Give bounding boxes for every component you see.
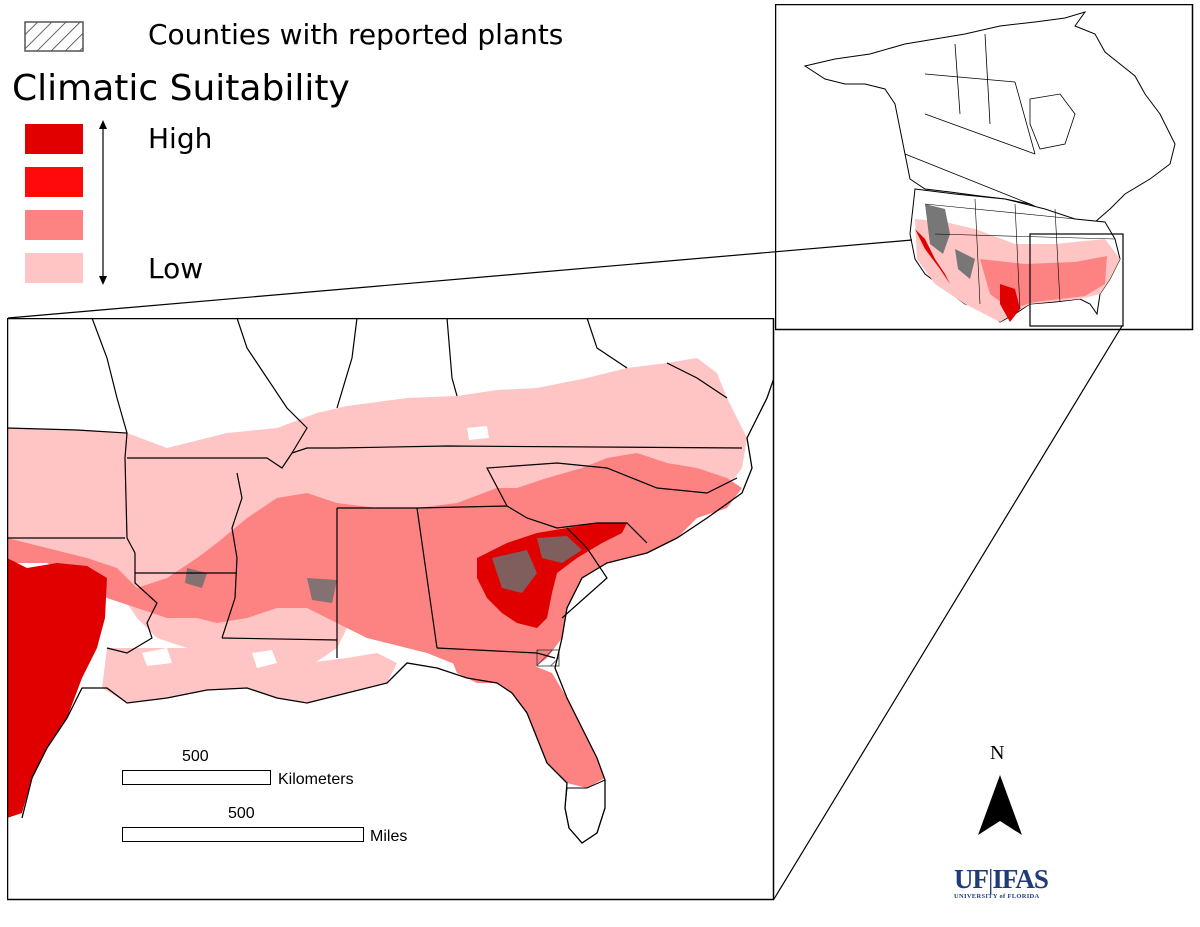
swatch-low — [25, 253, 83, 283]
inset-extent-box — [1029, 233, 1124, 327]
swatch-mid-high — [25, 167, 83, 197]
north-label: N — [990, 742, 1005, 764]
scale-bar-km — [122, 770, 271, 785]
high-label: High — [148, 122, 213, 155]
scale-mi-value: 500 — [228, 805, 255, 822]
hatch-swatch — [24, 21, 84, 52]
logo-uf: UF — [954, 864, 989, 894]
main-map — [7, 318, 775, 901]
gradient-arrow-icon — [99, 120, 107, 285]
logo-subtitle: UNIVERSITY of FLORIDA — [954, 893, 1040, 900]
ufifas-logo: UF|IFAS UNIVERSITY of FLORIDA — [954, 866, 1054, 901]
swatch-mid-low — [25, 210, 83, 240]
region-mid-low — [7, 453, 742, 683]
logo-ifas: IFAS — [992, 864, 1049, 894]
scale-bar-mi — [122, 827, 364, 842]
scale-mi-unit: Miles — [370, 828, 408, 845]
region-high-georgia — [477, 523, 627, 628]
inset-reported — [925, 204, 975, 279]
region-reported — [185, 536, 582, 603]
legend: Counties with reported plants Climatic S… — [0, 0, 600, 300]
scale-km-unit: Kilometers — [278, 771, 354, 788]
region-florida — [447, 648, 605, 788]
low-label: Low — [148, 252, 204, 285]
hatch-label: Counties with reported plants — [148, 18, 564, 51]
north-arrow-icon — [978, 775, 1022, 835]
inset-suitability-high — [915, 229, 1020, 322]
region-high-texas — [7, 558, 107, 818]
legend-title: Climatic Suitability — [12, 68, 350, 109]
swatch-high — [25, 124, 83, 154]
inset-map — [775, 4, 1194, 331]
region-low-south — [102, 648, 397, 703]
scale-km-value: 500 — [182, 748, 209, 765]
state-boundaries — [7, 318, 743, 659]
logo-divider: | — [988, 864, 994, 894]
